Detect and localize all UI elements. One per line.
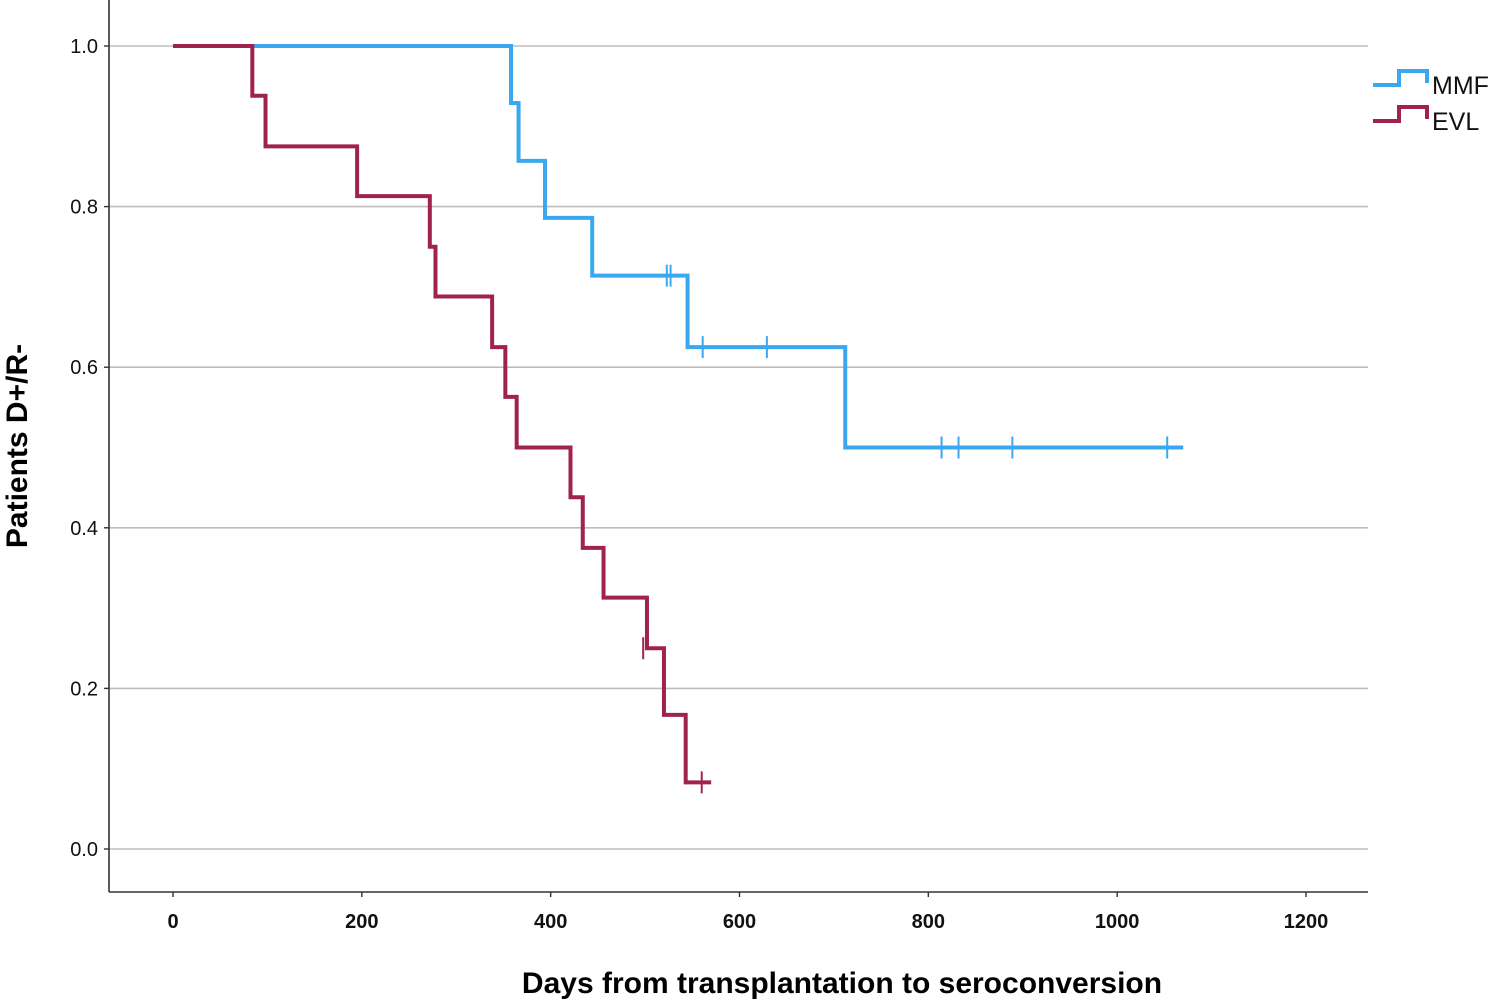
series-line-mmf bbox=[173, 44, 1184, 450]
x-tick-labels: 0 200 400 600 800 1000 1200 bbox=[167, 892, 1328, 933]
y-tick-label: 0.0 bbox=[70, 839, 98, 861]
x-tick-label: 200 bbox=[345, 911, 378, 933]
x-tick-label: 1200 bbox=[1284, 911, 1329, 933]
legend-symbol-evl bbox=[1373, 105, 1429, 123]
series-layer bbox=[173, 44, 1184, 794]
y-tick-label: 0.8 bbox=[70, 197, 98, 219]
x-tick-label: 1000 bbox=[1095, 911, 1140, 933]
legend-label-mmf: MMF bbox=[1432, 72, 1489, 100]
y-tick-label: 0.6 bbox=[70, 357, 98, 379]
y-tick-label: 0.2 bbox=[70, 678, 98, 700]
y-tick-label: 1.0 bbox=[70, 36, 98, 58]
x-axis-title: Days from transplantation to seroconvers… bbox=[522, 967, 1162, 1000]
x-tick-label: 400 bbox=[534, 911, 567, 933]
y-tick-label: 0.4 bbox=[70, 518, 98, 540]
x-tick-label: 600 bbox=[723, 911, 756, 933]
y-tick-labels: 0.0 0.2 0.4 0.6 0.8 1.0 bbox=[70, 36, 109, 861]
axes bbox=[108, 0, 1368, 893]
y-axis-title: Patients D+/R- bbox=[1, 344, 34, 548]
legend-symbol-mmf bbox=[1373, 69, 1429, 87]
legend-label-evl: EVL bbox=[1432, 108, 1479, 136]
legend: MMF EVL bbox=[1373, 69, 1489, 136]
series-line-evl bbox=[173, 44, 712, 785]
x-tick-label: 800 bbox=[912, 911, 945, 933]
x-tick-label: 0 bbox=[167, 911, 178, 933]
